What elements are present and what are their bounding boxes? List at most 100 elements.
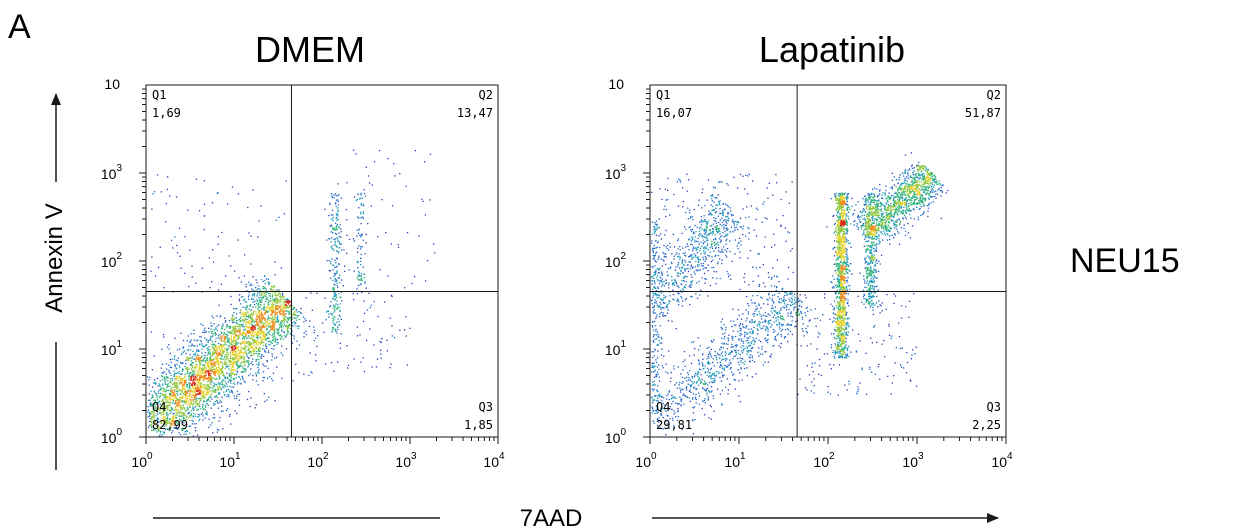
event-dot xyxy=(205,331,207,333)
event-dot xyxy=(200,340,202,342)
event-dot xyxy=(348,269,350,271)
event-dot xyxy=(180,332,182,334)
event-dot xyxy=(215,351,217,353)
event-dot xyxy=(234,270,236,272)
event-dot xyxy=(259,300,261,302)
event-dot xyxy=(748,305,750,307)
event-dot xyxy=(175,402,177,404)
event-dot xyxy=(905,218,907,220)
event-dot xyxy=(185,396,187,398)
event-dot xyxy=(217,393,220,395)
event-dot xyxy=(206,340,208,342)
event-dot xyxy=(198,389,200,391)
event-dot xyxy=(232,359,234,361)
event-dot xyxy=(208,380,210,382)
event-dot xyxy=(194,406,196,408)
event-dot xyxy=(189,387,192,389)
event-dot xyxy=(188,412,190,414)
event-dot xyxy=(184,396,186,399)
event-dot xyxy=(161,372,163,374)
event-dot xyxy=(194,427,197,429)
event-dot xyxy=(337,195,339,197)
event-dot xyxy=(794,326,796,328)
event-dot xyxy=(356,293,359,295)
quadrant-name: Q1 xyxy=(152,88,166,102)
event-dot xyxy=(178,420,180,422)
event-dot xyxy=(197,371,199,374)
event-dot xyxy=(214,362,216,364)
event-dot xyxy=(260,340,262,342)
event-dot xyxy=(150,390,152,392)
event-dot xyxy=(333,249,335,251)
event-dot xyxy=(262,318,264,320)
event-dot xyxy=(252,354,254,356)
event-dot xyxy=(193,339,196,341)
event-dot xyxy=(164,396,166,398)
event-dot xyxy=(189,385,191,388)
event-dot xyxy=(760,296,762,298)
event-dot xyxy=(917,216,919,218)
event-dot xyxy=(238,346,240,348)
event-dot xyxy=(161,434,164,436)
event-dot xyxy=(218,374,220,376)
event-dot xyxy=(805,307,807,309)
event-dot xyxy=(159,433,161,435)
event-dot xyxy=(157,418,159,420)
event-dot xyxy=(247,320,250,322)
event-dot xyxy=(677,408,679,410)
event-dot xyxy=(182,369,184,371)
event-dot xyxy=(281,326,283,329)
event-dot xyxy=(255,347,257,349)
event-dot xyxy=(235,363,237,365)
event-dot xyxy=(177,399,179,401)
event-dot xyxy=(333,228,335,230)
event-dot xyxy=(800,345,802,347)
event-dot xyxy=(776,334,778,336)
event-dot xyxy=(385,232,387,234)
event-dot xyxy=(198,350,200,352)
event-dot xyxy=(200,395,203,397)
event-dot xyxy=(268,283,270,286)
event-dot xyxy=(726,238,728,240)
event-dot xyxy=(235,317,237,319)
event-dot xyxy=(262,334,264,336)
event-dot xyxy=(261,293,263,295)
event-dot xyxy=(250,263,252,265)
event-dot xyxy=(337,240,339,243)
event-dot xyxy=(801,318,804,320)
event-dot xyxy=(272,298,274,301)
event-dot xyxy=(690,254,692,256)
event-dot xyxy=(159,409,161,411)
event-dot xyxy=(227,381,229,383)
event-dot xyxy=(379,269,381,271)
event-dot xyxy=(702,188,704,190)
event-dot xyxy=(253,341,255,343)
event-dot xyxy=(273,327,276,329)
event-dot xyxy=(670,377,672,379)
event-dot xyxy=(276,339,278,341)
event-dot xyxy=(335,296,337,298)
event-dot xyxy=(283,300,286,303)
event-dot xyxy=(261,311,263,313)
event-dot xyxy=(265,312,267,314)
event-dot xyxy=(219,338,221,340)
event-dot xyxy=(746,317,748,319)
event-dot xyxy=(160,404,162,407)
event-dot xyxy=(197,349,199,351)
event-dot xyxy=(213,329,215,331)
event-dot xyxy=(859,382,861,384)
event-dot xyxy=(256,336,259,339)
event-dot xyxy=(196,354,198,356)
event-dot xyxy=(191,399,194,401)
event-dot xyxy=(224,363,226,365)
event-dot xyxy=(157,409,159,411)
event-dot xyxy=(283,331,285,333)
event-dot xyxy=(247,352,249,354)
event-dot xyxy=(742,323,744,325)
event-dot xyxy=(191,390,194,392)
event-dot xyxy=(196,378,199,380)
event-dot xyxy=(174,421,176,424)
event-dot xyxy=(170,394,173,396)
event-dot xyxy=(247,333,249,335)
event-dot xyxy=(283,318,285,320)
